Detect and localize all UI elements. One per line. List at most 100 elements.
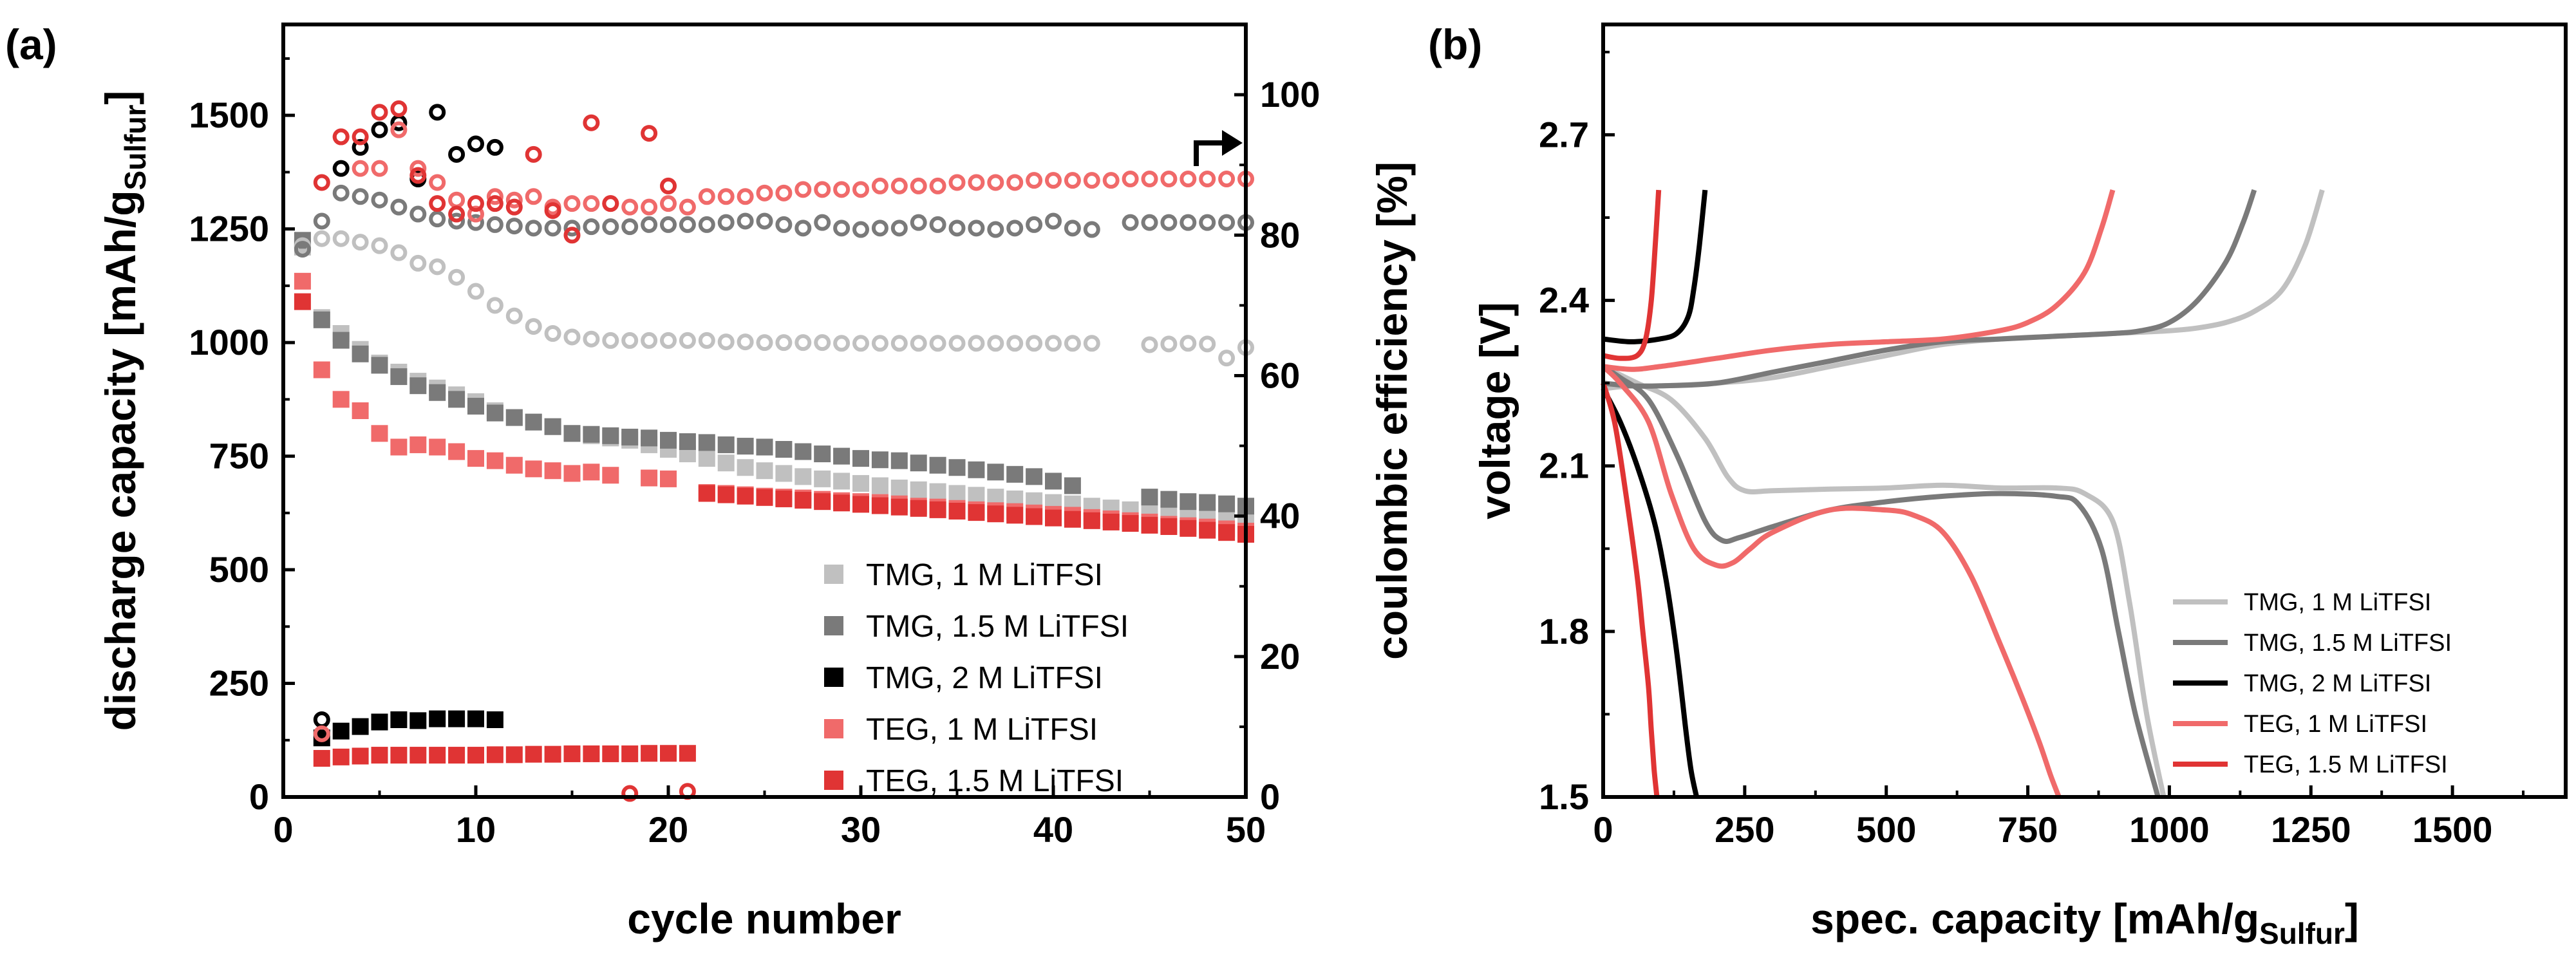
ce-point-tmg-1-m-litfsi	[794, 334, 812, 351]
capacity-point-tmg-2-m-litfsi	[448, 710, 465, 727]
ce-point-tmg-1-m-litfsi	[641, 332, 658, 349]
ce-point-tmg-1-m-litfsi	[968, 335, 985, 352]
ce-point-tmg-1-5-m-litfsi	[390, 198, 408, 216]
panel-b-x-tick-label: 1500	[2412, 809, 2493, 850]
capacity-point-teg-1-m-litfsi	[294, 272, 311, 290]
ce-point-teg-1-m-litfsi	[371, 160, 388, 177]
panel-a-y2-tick-label: 60	[1260, 355, 1300, 395]
ce-point-tmg-1-m-litfsi	[929, 335, 946, 352]
ce-point-tmg-1-5-m-litfsi	[429, 211, 446, 228]
panel-b-x-axis-title-main: spec. capacity [mAh/g	[1810, 895, 2259, 942]
ce-point-tmg-1-m-litfsi	[1218, 350, 1236, 367]
capacity-point-teg-1-5-m-litfsi	[486, 746, 503, 764]
ce-point-tmg-1-m-litfsi	[814, 334, 831, 351]
ce-point-teg-1-5-m-litfsi	[602, 195, 619, 212]
ce-point-tmg-1-m-litfsi	[737, 333, 754, 351]
panel-a-y-axis-title: discharge capacity [mAh/gSulfur]	[97, 91, 152, 731]
panel-a-y-axis-title-close: ]	[97, 91, 144, 105]
ce-point-teg-1-m-litfsi	[563, 195, 581, 212]
capacity-point-teg-1-5-m-litfsi	[448, 747, 465, 764]
capacity-point-teg-1-5-m-litfsi	[1045, 509, 1062, 527]
panel-b-x-axis-title-sub: Sulfur	[2259, 917, 2345, 950]
capacity-point-tmg-1-5-m-litfsi	[563, 425, 581, 442]
ce-point-tmg-1-5-m-litfsi	[525, 220, 542, 237]
legend-label-teg-1-5-m-litfsi: TEG, 1.5 M LiTFSI	[2244, 751, 2448, 778]
ce-point-tmg-1-5-m-litfsi	[371, 191, 388, 209]
ce-point-teg-1-m-litfsi	[890, 177, 908, 194]
capacity-point-tmg-1-5-m-litfsi	[871, 451, 888, 469]
ce-point-tmg-1-5-m-litfsi	[968, 220, 985, 237]
ce-point-teg-1-m-litfsi	[641, 198, 658, 216]
capacity-point-teg-1-m-litfsi	[486, 452, 503, 469]
panel-b-y-tick-label: 2.4	[1539, 280, 1589, 321]
panel-b-legend: TMG, 1 M LiTFSI TMG, 1.5 M LiTFSI TMG, 2 M…	[2173, 589, 2452, 778]
capacity-point-tmg-1-5-m-litfsi	[794, 443, 812, 460]
capacity-point-tmg-1-5-m-litfsi	[1180, 493, 1197, 511]
ce-point-tmg-1-m-litfsi	[1199, 335, 1216, 353]
capacity-point-teg-1-5-m-litfsi	[294, 293, 311, 310]
ce-point-tmg-1-5-m-litfsi	[313, 212, 330, 230]
ce-point-tmg-1-m-litfsi	[910, 335, 927, 352]
panel-a-y2-tick-label: 20	[1260, 636, 1300, 677]
ce-point-tmg-1-5-m-litfsi	[332, 184, 350, 201]
capacity-point-teg-1-5-m-litfsi	[1122, 515, 1139, 532]
ce-point-tmg-1-m-litfsi	[371, 237, 388, 254]
ce-point-tmg-1-m-litfsi	[1045, 335, 1062, 352]
capacity-point-teg-1-m-litfsi	[602, 467, 619, 484]
capacity-point-tmg-1-5-m-litfsi	[313, 311, 330, 328]
ce-point-tmg-1-m-litfsi	[1141, 336, 1158, 353]
capacity-point-tmg-1-m-litfsi	[929, 483, 946, 500]
panel-a-y-ticks: 0 250 500 750 1000 1250 1500	[189, 57, 295, 817]
ce-point-tmg-1-5-m-litfsi	[717, 214, 735, 231]
capacity-point-teg-1-5-m-litfsi	[313, 750, 330, 767]
ce-point-tmg-2-m-litfsi	[371, 121, 388, 138]
ce-point-tmg-1-m-litfsi	[486, 297, 503, 314]
ce-point-tmg-1-5-m-litfsi	[621, 218, 639, 236]
ce-point-teg-1-5-m-litfsi	[563, 227, 581, 244]
capacity-point-teg-1-m-litfsi	[544, 462, 561, 480]
ce-point-teg-1-m-litfsi	[1122, 171, 1139, 187]
capacity-point-teg-1-5-m-litfsi	[1141, 516, 1158, 534]
legend-label-tmg-1-5-m-litfsi: TMG, 1.5 M LiTFSI	[2244, 630, 2452, 657]
ce-point-teg-1-5-m-litfsi	[525, 145, 542, 163]
panel-b-frame	[1601, 23, 2568, 799]
panel-a-y-tick-label: 250	[209, 663, 269, 704]
capacity-point-teg-1-m-litfsi	[563, 465, 581, 482]
ce-point-tmg-1-m-litfsi	[1083, 335, 1100, 352]
ce-point-tmg-1-5-m-litfsi	[563, 220, 581, 237]
ce-point-tmg-1-m-litfsi	[544, 325, 561, 342]
ce-point-tmg-2-m-litfsi	[352, 138, 369, 156]
ce-point-tmg-1-5-m-litfsi	[679, 216, 696, 233]
capacity-point-tmg-1-5-m-litfsi	[1218, 495, 1236, 512]
ce-point-tmg-1-m-litfsi	[332, 230, 350, 247]
capacity-point-tmg-1-5-m-litfsi	[968, 461, 985, 478]
panel-b-x-tick-label: 250	[1715, 809, 1774, 850]
capacity-point-teg-1-5-m-litfsi	[987, 505, 1004, 523]
capacity-point-teg-1-5-m-litfsi	[833, 494, 851, 512]
capacity-point-tmg-1-m-litfsi	[968, 487, 985, 504]
ce-point-teg-1-5-m-litfsi	[486, 195, 503, 212]
capacity-point-teg-1-5-m-litfsi	[794, 492, 812, 509]
ce-point-tmg-1-5-m-litfsi	[1026, 216, 1043, 233]
ce-point-teg-1-5-m-litfsi	[313, 174, 330, 191]
capacity-point-teg-1-m-litfsi	[313, 361, 330, 379]
capacity-point-teg-1-m-litfsi	[409, 436, 427, 453]
ce-point-tmg-1-5-m-litfsi	[409, 205, 427, 223]
capacity-point-teg-1-5-m-litfsi	[1199, 521, 1216, 539]
capacity-point-tmg-1-5-m-litfsi	[814, 445, 831, 463]
ce-point-teg-1-m-litfsi	[698, 188, 715, 205]
capacity-point-tmg-2-m-litfsi	[467, 710, 484, 727]
ce-point-tmg-1-5-m-litfsi	[948, 220, 966, 237]
ce-point-teg-1-m-litfsi	[583, 195, 600, 212]
capacity-point-teg-1-5-m-litfsi	[890, 498, 908, 516]
capacity-point-tmg-1-5-m-litfsi	[1026, 468, 1043, 485]
capacity-point-tmg-1-m-litfsi	[910, 481, 927, 498]
legend-marker-teg-1-5-m-litfsi	[824, 771, 843, 790]
ce-point-tmg-1-5-m-litfsi	[775, 216, 793, 233]
ce-point-tmg-1-m-litfsi	[775, 334, 793, 351]
ce-point-tmg-1-m-litfsi	[852, 335, 869, 352]
ce-point-tmg-1-m-litfsi	[833, 335, 851, 352]
capacity-point-teg-1-m-litfsi	[467, 450, 484, 467]
ce-point-tmg-1-5-m-litfsi	[486, 216, 503, 233]
right-axis-arrow-head-icon	[1222, 130, 1243, 156]
